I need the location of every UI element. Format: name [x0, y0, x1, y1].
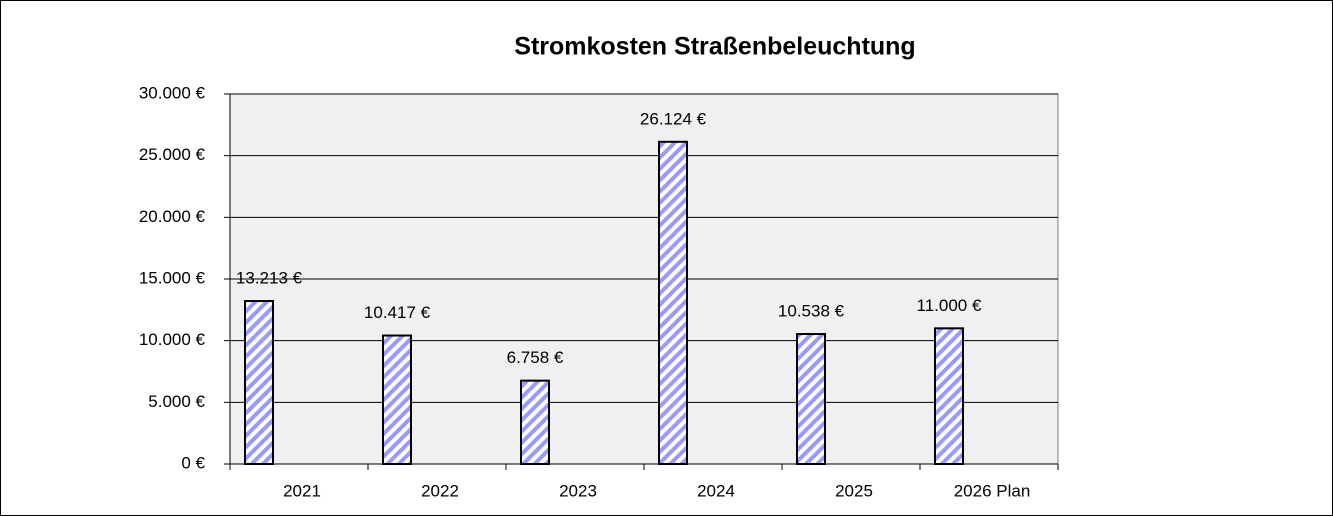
bar	[520, 379, 550, 465]
x-tick-label: 2022	[421, 481, 459, 500]
bar	[796, 333, 826, 466]
y-tick-label: 15.000 €	[139, 268, 206, 287]
chart-title: Stromkosten Straßenbeleuchtung	[514, 33, 915, 61]
bar	[658, 140, 688, 466]
data-label: 11.000 €	[917, 296, 982, 315]
x-tick-label: 2026 Plan	[954, 481, 1031, 500]
data-label: 6.758 €	[507, 348, 564, 367]
y-tick-label: 25.000 €	[139, 145, 206, 164]
data-label: 13.213 €	[236, 269, 303, 288]
data-label: 10.417 €	[364, 303, 431, 322]
x-tick-label: 2024	[697, 481, 735, 500]
bar	[382, 334, 412, 466]
y-tick-label: 20.000 €	[139, 207, 206, 226]
data-label: 10.538 €	[778, 302, 845, 321]
y-tick-label: 5.000 €	[148, 392, 205, 411]
y-tick-label: 10.000 €	[139, 330, 206, 349]
x-tick-label: 2025	[835, 481, 873, 500]
x-tick-label: 2023	[559, 481, 597, 500]
bar	[244, 300, 274, 465]
y-tick-label: 30.000 €	[139, 83, 206, 102]
y-tick-label: 0 €	[181, 453, 205, 472]
bar	[934, 327, 964, 466]
x-tick-label: 2021	[283, 481, 321, 500]
data-label: 26.124 €	[640, 109, 707, 128]
